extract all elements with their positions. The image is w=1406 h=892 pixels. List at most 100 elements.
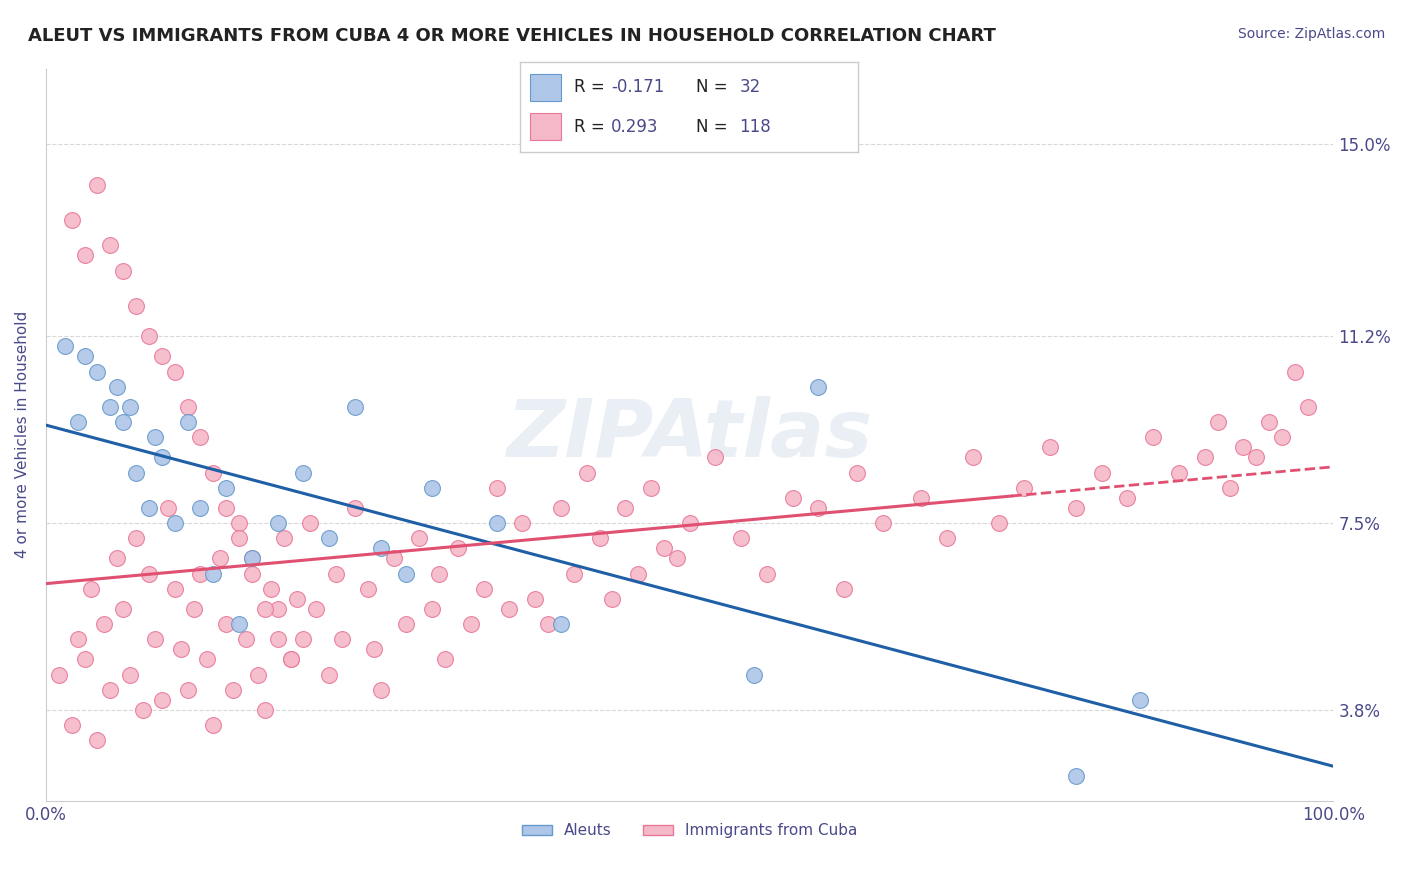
Point xyxy=(176,400,198,414)
Point xyxy=(125,531,148,545)
Point xyxy=(138,566,160,581)
Point xyxy=(163,365,186,379)
Point xyxy=(447,541,470,556)
Point xyxy=(112,263,135,277)
Point xyxy=(176,682,198,697)
Point xyxy=(73,248,96,262)
Point xyxy=(195,652,218,666)
Point xyxy=(498,602,520,616)
Point xyxy=(485,481,508,495)
Point xyxy=(395,566,418,581)
FancyBboxPatch shape xyxy=(530,74,561,101)
Point xyxy=(1284,365,1306,379)
Point xyxy=(48,667,70,681)
Point xyxy=(1064,769,1087,783)
Point xyxy=(1064,500,1087,515)
Point xyxy=(247,667,270,681)
Point xyxy=(550,617,572,632)
Point xyxy=(936,531,959,545)
Point xyxy=(240,551,263,566)
Point xyxy=(832,582,855,596)
Text: 118: 118 xyxy=(740,118,772,136)
Point xyxy=(370,682,392,697)
Point xyxy=(627,566,650,581)
Text: N =: N = xyxy=(696,78,733,96)
Point xyxy=(665,551,688,566)
Point xyxy=(202,566,225,581)
Point xyxy=(202,466,225,480)
Point xyxy=(1219,481,1241,495)
Point xyxy=(1167,466,1189,480)
Point xyxy=(318,531,340,545)
Point xyxy=(170,642,193,657)
Point xyxy=(267,632,290,647)
Point xyxy=(679,516,702,530)
Point xyxy=(53,339,76,353)
Point xyxy=(125,299,148,313)
Point xyxy=(67,632,90,647)
Point xyxy=(60,213,83,227)
Point xyxy=(472,582,495,596)
Point xyxy=(105,551,128,566)
Point xyxy=(537,617,560,632)
Point xyxy=(86,178,108,192)
Point xyxy=(163,516,186,530)
Point xyxy=(253,602,276,616)
Point xyxy=(228,516,250,530)
Point xyxy=(1244,450,1267,465)
Text: -0.171: -0.171 xyxy=(612,78,665,96)
Point xyxy=(190,500,212,515)
Point xyxy=(1014,481,1036,495)
Point xyxy=(807,500,830,515)
Point xyxy=(221,682,243,697)
Text: Source: ZipAtlas.com: Source: ZipAtlas.com xyxy=(1237,27,1385,41)
Point xyxy=(118,667,141,681)
Text: R =: R = xyxy=(574,118,610,136)
Point xyxy=(420,602,443,616)
Point xyxy=(215,500,238,515)
Point xyxy=(260,582,283,596)
Point xyxy=(118,400,141,414)
Point xyxy=(987,516,1010,530)
Point xyxy=(253,703,276,717)
Point xyxy=(292,632,315,647)
Point xyxy=(298,516,321,530)
Point xyxy=(575,466,598,480)
Point xyxy=(588,531,610,545)
Text: R =: R = xyxy=(574,78,610,96)
Point xyxy=(235,632,257,647)
Point xyxy=(434,652,457,666)
Point xyxy=(460,617,482,632)
Point xyxy=(98,400,121,414)
Point xyxy=(145,632,167,647)
Point xyxy=(305,602,328,616)
Point xyxy=(1116,491,1139,505)
Point xyxy=(408,531,430,545)
Point xyxy=(640,481,662,495)
Point xyxy=(93,617,115,632)
Point xyxy=(150,450,173,465)
Point xyxy=(1271,430,1294,444)
Point xyxy=(280,652,302,666)
Point xyxy=(163,582,186,596)
Text: 32: 32 xyxy=(740,78,761,96)
Point xyxy=(910,491,932,505)
Text: ALEUT VS IMMIGRANTS FROM CUBA 4 OR MORE VEHICLES IN HOUSEHOLD CORRELATION CHART: ALEUT VS IMMIGRANTS FROM CUBA 4 OR MORE … xyxy=(28,27,995,45)
Point xyxy=(73,350,96,364)
Point xyxy=(1039,440,1062,454)
Point xyxy=(190,430,212,444)
Point xyxy=(652,541,675,556)
Point xyxy=(240,566,263,581)
Point xyxy=(292,466,315,480)
Point xyxy=(420,481,443,495)
Point xyxy=(150,693,173,707)
Point xyxy=(125,466,148,480)
Point xyxy=(240,551,263,566)
Point xyxy=(273,531,295,545)
Point xyxy=(112,415,135,429)
Point xyxy=(60,718,83,732)
Point xyxy=(782,491,804,505)
Point xyxy=(330,632,353,647)
Point xyxy=(98,682,121,697)
Point xyxy=(962,450,984,465)
